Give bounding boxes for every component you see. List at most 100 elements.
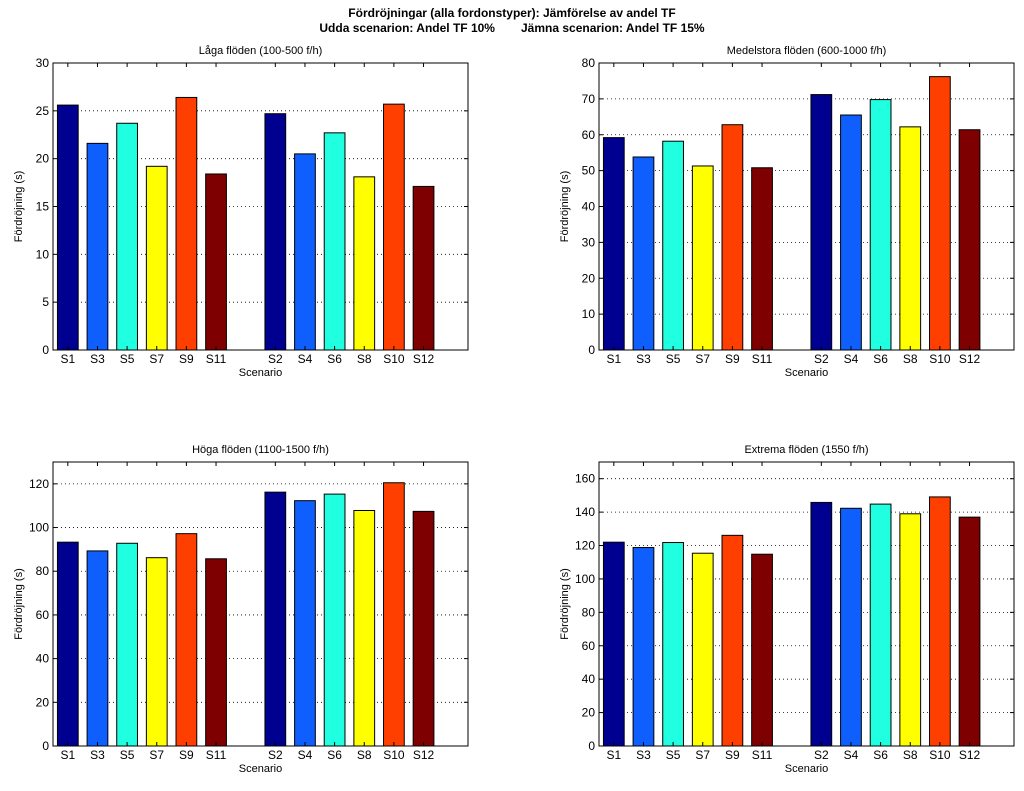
bar-s5: [662, 140, 684, 351]
y-tick-label: 0: [42, 343, 49, 357]
x-tick-label-s11: S11: [206, 748, 227, 762]
y-tick-label: 20: [582, 271, 596, 285]
x-tick-label-s1: S1: [606, 352, 621, 366]
y-tick-label: 70: [582, 92, 596, 106]
x-tick-label-s6: S6: [873, 352, 888, 366]
y-tick-label: 40: [582, 672, 596, 686]
x-tick-label-s9: S9: [725, 352, 740, 366]
plot-area: [599, 462, 1014, 746]
bar-s2: [264, 113, 287, 351]
y-tick-label: 100: [575, 572, 595, 586]
bar-s7: [691, 165, 714, 351]
x-tick-label-s2: S2: [814, 352, 829, 366]
bar-s8: [899, 513, 922, 747]
bar-s9: [175, 96, 198, 351]
y-tick-label: 50: [582, 164, 596, 178]
bar-s2: [264, 491, 287, 747]
bar-s9: [721, 124, 744, 351]
y-tick-label: 60: [36, 608, 50, 622]
x-tick-label-s7: S7: [695, 748, 710, 762]
bar-s5: [662, 542, 684, 747]
x-tick-label-s10: S10: [383, 352, 405, 366]
y-tick-label: 80: [36, 564, 50, 578]
bar-s3: [86, 550, 109, 747]
bar-s11: [751, 553, 773, 747]
y-tick-label: 10: [582, 307, 596, 321]
x-tick-label-s2: S2: [268, 352, 283, 366]
y-axis-label: Fördröjning (s): [559, 568, 571, 640]
x-tick-label-s7: S7: [695, 352, 710, 366]
axes-box: [598, 461, 1015, 747]
bar-s6: [323, 493, 346, 747]
bar-s2: [810, 94, 833, 351]
y-tick-label: 120: [575, 539, 595, 553]
x-tick-label-s5: S5: [120, 748, 135, 762]
x-tick-label-s8: S8: [357, 748, 372, 762]
x-tick-label-s6: S6: [873, 748, 888, 762]
y-tick-label: 20: [36, 152, 50, 166]
y-tick-label: 15: [36, 200, 50, 214]
y-tick-label: 140: [575, 505, 595, 519]
x-tick-label-s7: S7: [149, 352, 164, 366]
x-axis-label: Scenario: [239, 367, 282, 379]
bar-s4: [294, 500, 316, 747]
y-tick-label: 0: [42, 739, 49, 753]
bar-s12: [958, 516, 981, 747]
bar-s8: [353, 509, 376, 747]
x-tick-label-s3: S3: [636, 352, 651, 366]
x-tick-label-s12: S12: [959, 748, 981, 762]
y-tick-label: 25: [36, 104, 50, 118]
x-tick-label-s5: S5: [120, 352, 135, 366]
bar-s8: [353, 176, 376, 351]
bar-s11: [205, 558, 227, 747]
y-tick-label: 80: [582, 605, 596, 619]
figure-subtitle: Udda scenarion: Andel TF 10% Jämna scenar…: [0, 21, 1024, 35]
x-tick-label-s4: S4: [298, 748, 313, 762]
bar-s6: [869, 99, 892, 351]
bar-s2: [810, 501, 833, 747]
panel-title: Låga flöden (100-500 f/h): [199, 45, 323, 57]
bar-s10: [929, 76, 951, 351]
y-tick-label: 30: [36, 56, 50, 70]
bar-s1: [56, 104, 79, 351]
x-tick-label-s2: S2: [268, 748, 283, 762]
y-tick-label: 30: [582, 235, 596, 249]
y-tick-label: 40: [582, 200, 596, 214]
x-tick-label-s4: S4: [844, 352, 859, 366]
x-tick-label-s6: S6: [327, 748, 342, 762]
figure-title: Fördröjningar (alla fordonstyper): Jämfö…: [348, 6, 676, 20]
y-tick-label: 100: [29, 521, 49, 535]
x-tick-label-s2: S2: [814, 748, 829, 762]
bar-s1: [56, 541, 79, 747]
y-tick-label: 120: [29, 477, 49, 491]
bar-s9: [175, 533, 198, 747]
x-tick-label-s6: S6: [327, 352, 342, 366]
bar-s3: [632, 156, 655, 351]
x-tick-label-s10: S10: [383, 748, 405, 762]
x-tick-label-s1: S1: [60, 352, 75, 366]
panel-title: Extrema flöden (1550 f/h): [744, 444, 868, 456]
y-tick-label: 60: [582, 639, 596, 653]
bar-s7: [145, 165, 168, 351]
bar-s1: [602, 541, 625, 747]
axes-box: [52, 461, 469, 747]
y-tick-label: 5: [42, 295, 49, 309]
subtitle-even: Jämna scenarion: Andel TF 15%: [520, 21, 705, 35]
bar-s11: [751, 167, 773, 351]
y-tick-label: 40: [36, 652, 50, 666]
chart-panel-3: 0 20 40 60 80 100 120 S1 S3 S5 S7 S9 S11 S2 S4 S6 S8 S10 S…: [13, 444, 469, 775]
bar-s5: [116, 542, 138, 747]
bar-s4: [294, 153, 316, 351]
x-tick-label-s9: S9: [179, 748, 194, 762]
y-tick-label: 10: [36, 247, 50, 261]
bar-s4: [840, 507, 862, 747]
chart-panel-2: 0 10 20 30 40 50 60 70 80 S1 S3 S5 S7 S9 S11 S2 S4 S6 S8 S1…: [559, 45, 1015, 379]
y-tick-label: 0: [588, 343, 595, 357]
x-tick-label-s12: S12: [959, 352, 981, 366]
x-tick-label-s8: S8: [903, 748, 918, 762]
y-tick-label: 20: [36, 695, 50, 709]
y-tick-label: 20: [582, 706, 596, 720]
bar-s4: [840, 114, 862, 351]
bar-s12: [958, 129, 981, 351]
